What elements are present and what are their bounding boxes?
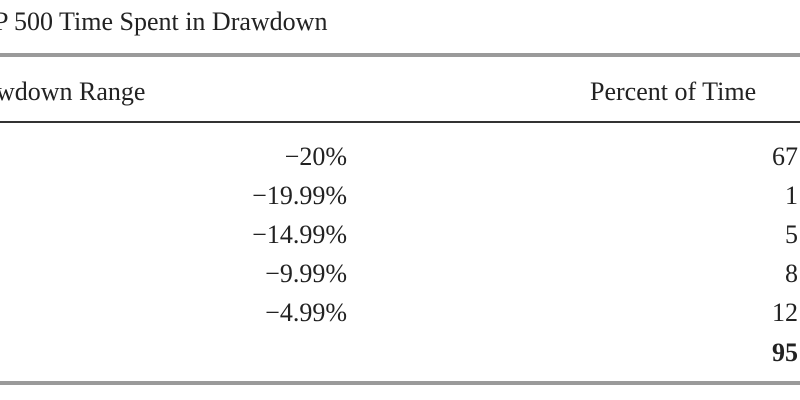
range-cell: −19.99% (252, 181, 347, 210)
percent-cell: 5 (785, 220, 798, 249)
table-title: P 500 Time Spent in Drawdown (0, 7, 328, 36)
bottom-rule (0, 381, 800, 385)
range-cell: −9.99% (265, 259, 347, 288)
range-cell: −14.99% (252, 220, 347, 249)
top-rule (0, 53, 800, 57)
range-cell: −20% (284, 142, 347, 171)
column-header: Percent of Time (590, 77, 757, 106)
percent-cell: 12 (772, 298, 798, 327)
range-cell: −4.99% (265, 298, 347, 327)
header-rule (0, 121, 800, 123)
column-header: wdown Range (0, 77, 146, 106)
percent-cell: 8 (785, 259, 798, 288)
percent-cell: 1 (785, 181, 798, 210)
total-cell: 95 (772, 338, 798, 367)
percent-cell: 67 (772, 142, 798, 171)
